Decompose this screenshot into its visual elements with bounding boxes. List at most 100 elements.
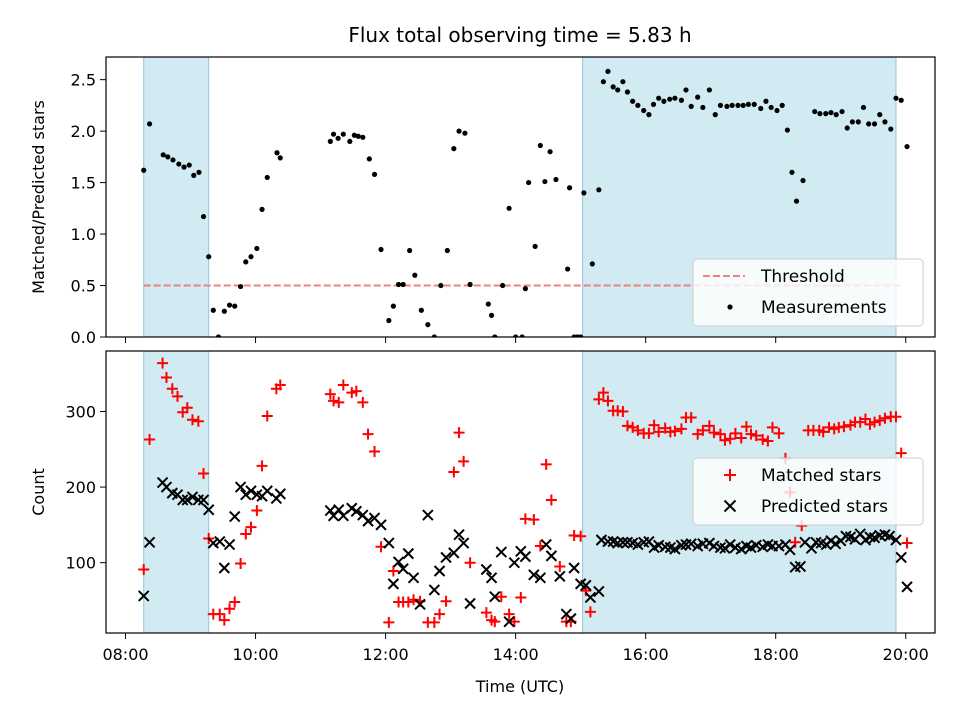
legend-label: Threshold [760, 267, 845, 287]
matched-point [838, 421, 850, 433]
matched-point [762, 435, 774, 447]
legend-plus-swatch [724, 469, 736, 481]
measurement-point [431, 334, 437, 337]
legend-label: Measurements [761, 298, 887, 318]
matched-point [515, 591, 527, 603]
measurement-point [438, 282, 444, 289]
measurement-point [371, 171, 378, 177]
measurement-point [340, 131, 346, 137]
matched-point [218, 614, 230, 626]
measurement-point [146, 121, 153, 127]
predicted-point [440, 551, 452, 564]
matched-point [817, 426, 829, 438]
predicted-point [805, 542, 818, 555]
measurement-point [467, 281, 473, 288]
predicted-point [240, 488, 252, 501]
measurement-point [254, 245, 260, 252]
matched-point [869, 416, 881, 428]
matched-point [890, 411, 902, 423]
predicted-point [414, 598, 426, 610]
predicted-point [223, 538, 236, 551]
matched-point [895, 447, 907, 459]
matched-point [192, 415, 204, 427]
predicted-point [568, 562, 580, 574]
matched-point [597, 387, 609, 399]
matched-point [448, 466, 460, 478]
predicted-point [197, 494, 210, 506]
predicted-point [584, 591, 597, 604]
measurement-point [589, 261, 595, 267]
measurement-point [672, 95, 678, 101]
measurement-point [206, 254, 212, 260]
measurement-point [221, 308, 227, 314]
predicted-point [402, 547, 415, 560]
measurement-point [904, 143, 910, 150]
matched-point [387, 565, 399, 577]
measurement-point [877, 112, 883, 118]
predicted-point [186, 491, 199, 503]
predicted-point [375, 519, 387, 531]
matched-point [766, 421, 778, 433]
matched-point [653, 426, 665, 438]
matched-point [440, 595, 452, 607]
measurement-point [547, 149, 553, 155]
predicted-point [218, 562, 231, 574]
measurement-point [351, 132, 357, 138]
predicted-point [234, 481, 247, 493]
x-tick-label: 18:00 [753, 645, 799, 664]
measurement-point [500, 282, 506, 289]
predicted-point [229, 510, 241, 523]
x-axis-label: Time (UTC) [475, 677, 564, 696]
y-tick-label: 100 [65, 554, 96, 573]
measurement-point [160, 152, 166, 158]
predicted-point [508, 556, 521, 569]
predicted-point [901, 581, 913, 593]
legend-label: Matched stars [761, 466, 881, 486]
measurement-point [407, 247, 413, 254]
count-panel: 100 200 300 08:00 10:00 12:00 14:00 16:00 18:00 2… [29, 350, 936, 664]
measurement-point [779, 102, 785, 108]
matched-point [186, 414, 198, 426]
matched-point [172, 390, 184, 402]
predicted-point [457, 537, 470, 549]
measurement-point [763, 98, 769, 104]
matched-point [745, 428, 757, 440]
measurement-point [355, 133, 361, 139]
measurement-point [745, 101, 751, 107]
legend: Threshold Measurements [692, 258, 924, 327]
measurement-point [833, 112, 839, 118]
measurement-point [615, 87, 621, 93]
measurement-point [735, 102, 741, 108]
matched-point [648, 419, 660, 431]
measurement-point [519, 334, 525, 337]
predicted-point [485, 572, 498, 584]
predicted-point [669, 543, 681, 555]
predicted-point [794, 560, 807, 573]
measurement-point [610, 84, 616, 90]
measurement-point [215, 334, 222, 337]
measurement-point [412, 272, 418, 278]
measurement-point [232, 303, 238, 309]
measurement-point [327, 138, 333, 145]
measurement-point [492, 334, 498, 337]
matched-point [545, 494, 557, 506]
measurement-point [386, 317, 392, 324]
legend-box [692, 457, 924, 526]
measurement-point [488, 312, 495, 318]
x-tick-label: 16:00 [623, 645, 669, 664]
predicted-point [895, 551, 907, 564]
measurement-point [522, 286, 528, 292]
matched-point [584, 606, 596, 618]
measurement-point [186, 162, 192, 168]
predicted-point [177, 494, 189, 506]
measurement-point [578, 334, 584, 337]
measurement-point [724, 103, 730, 110]
measurement-point [717, 102, 724, 108]
measurement-point [456, 128, 462, 134]
x-tick-label: 10:00 [232, 645, 278, 664]
matched-point [503, 608, 515, 620]
matched-point [245, 521, 257, 533]
measurement-point [600, 79, 607, 85]
x-tick-label: 12:00 [363, 645, 409, 664]
measurement-point [758, 105, 764, 112]
